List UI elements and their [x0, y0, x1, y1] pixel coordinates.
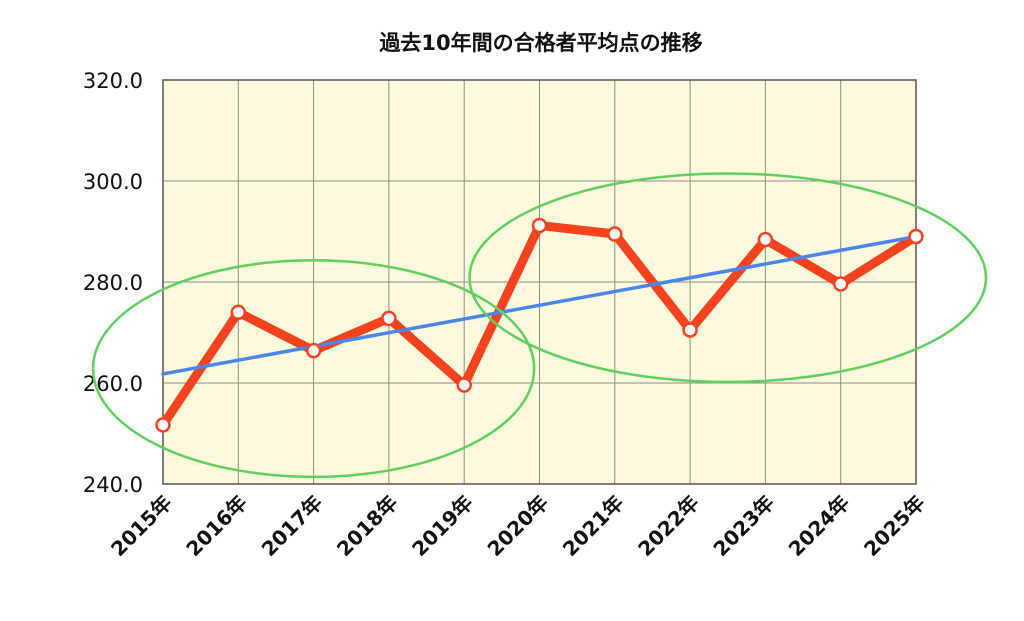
y-tick-label: 260.0 — [83, 372, 143, 396]
x-tick-label: 2022年 — [633, 491, 703, 561]
data-point — [682, 322, 698, 338]
x-tick-label: 2020年 — [483, 491, 553, 561]
trend-line — [161, 234, 918, 376]
data-point — [230, 304, 247, 321]
x-tick-label: 2018年 — [332, 491, 402, 561]
highlight-ellipse — [91, 259, 536, 479]
x-tick-label: 2015年 — [106, 491, 176, 561]
data-point — [757, 231, 774, 248]
data-point — [908, 228, 924, 245]
data-point — [531, 217, 548, 234]
data-point — [381, 310, 397, 327]
x-tick-label: 2017年 — [257, 491, 327, 561]
x-tick-label: 2021年 — [558, 491, 628, 561]
data-point — [305, 342, 322, 359]
plot-area: 240.0 260.0 280.0 300.0 320.0 2015年 2016年 2017年… — [83, 69, 988, 561]
chart-title: 過去10年間の合格者平均点の推移 — [379, 31, 702, 55]
data-point — [832, 276, 849, 292]
y-tick-label: 320.0 — [83, 69, 143, 93]
x-tick-label: 2025年 — [859, 491, 929, 561]
plot-frame — [162, 79, 917, 485]
y-tick-label: 280.0 — [83, 271, 143, 295]
y-tick-label: 240.0 — [83, 473, 143, 497]
x-tick-label: 2023年 — [708, 491, 778, 561]
x-tick-label: 2019年 — [407, 491, 477, 561]
data-point — [607, 226, 623, 242]
x-tick-label: 2024年 — [784, 491, 854, 561]
x-tick-label: 2016年 — [181, 491, 251, 561]
data-point — [456, 377, 472, 393]
data-point — [155, 417, 171, 433]
y-tick-label: 300.0 — [83, 170, 143, 194]
highlight-ellipse — [468, 172, 988, 384]
